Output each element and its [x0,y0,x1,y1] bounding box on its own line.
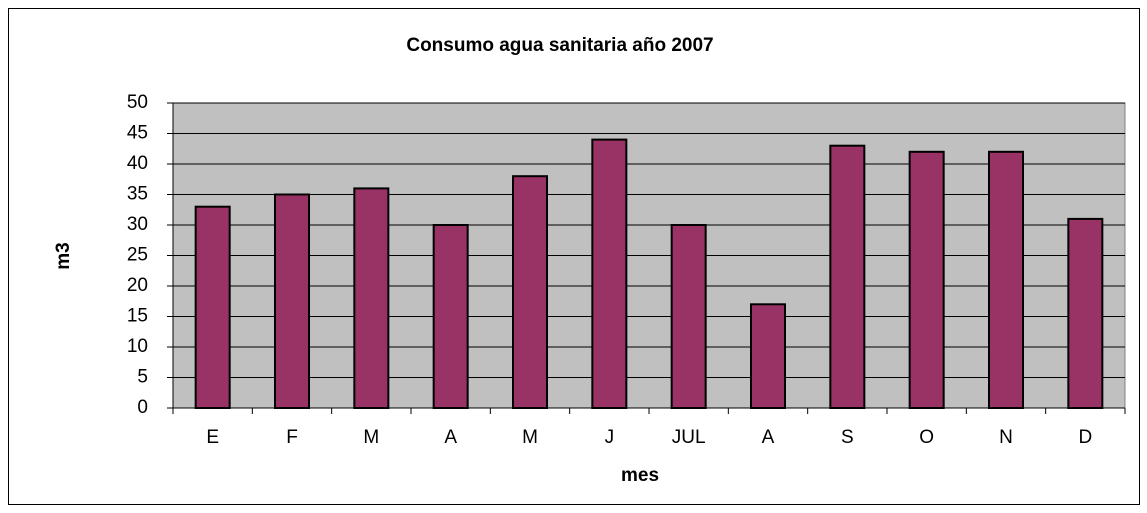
bar [670,224,707,409]
bar [591,138,628,409]
y-tick-label: 0 [137,397,148,418]
y-tick-label: 50 [127,92,148,113]
bar [1067,217,1104,409]
bar [512,175,548,409]
x-tick-label: N [999,427,1013,448]
bar [274,193,310,409]
x-tick-label: D [1078,427,1092,448]
bar [353,187,390,409]
y-tick-label: 40 [127,153,148,174]
y-axis-label: m3 [53,242,74,269]
x-tick-label: M [363,427,379,448]
chart-title: Consumo agua sanitaria año 2007 [406,35,713,56]
x-tick-label: F [286,427,298,448]
x-tick-label: JUL [672,427,706,448]
bar [908,150,945,410]
y-tick-label: 5 [137,367,148,388]
y-tick-label: 15 [127,306,148,327]
y-tick-label: 30 [127,214,148,235]
y-tick-label: 45 [127,123,148,144]
bar [194,205,231,409]
x-tick-label: M [522,427,538,448]
x-axis-label: mes [621,465,659,486]
x-tick-label: A [762,427,775,448]
bar [988,150,1024,410]
bar [750,303,786,409]
x-tick-label: A [444,427,457,448]
bar [432,224,469,409]
y-tick-label: 25 [127,245,148,266]
x-tick-label: S [841,427,854,448]
y-tick-label: 35 [127,184,148,205]
y-tick-label: 10 [127,336,148,357]
bar [829,144,866,409]
x-tick-label: O [919,427,934,448]
x-tick-label: J [605,427,615,448]
x-tick-label: E [206,427,219,448]
y-tick-label: 20 [127,275,148,296]
